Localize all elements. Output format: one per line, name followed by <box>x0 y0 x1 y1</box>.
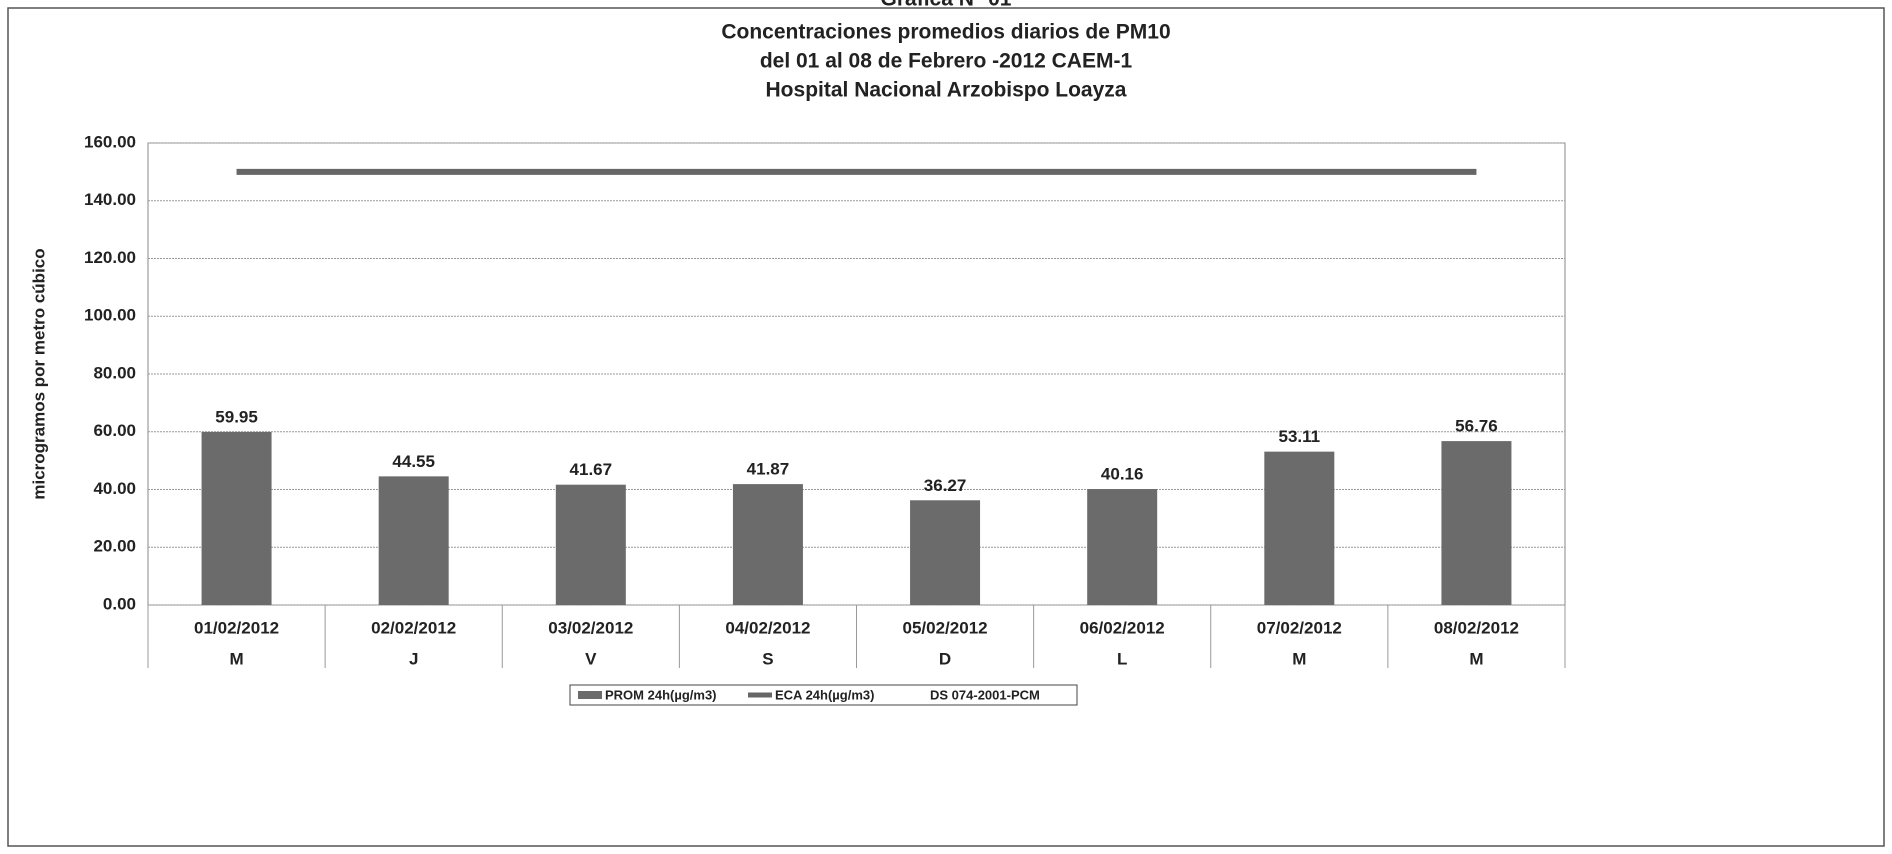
bar <box>1264 451 1335 605</box>
data-label: 36.27 <box>924 476 967 495</box>
y-tick-label: 40.00 <box>93 479 136 498</box>
legend-note: DS 074-2001-PCM <box>930 687 1040 702</box>
bar <box>378 476 449 605</box>
x-day-label: D <box>939 649 951 668</box>
data-label: 56.76 <box>1455 417 1498 436</box>
y-tick-label: 0.00 <box>103 594 136 613</box>
y-tick-label: 20.00 <box>93 537 136 556</box>
y-tick-label: 160.00 <box>84 132 136 151</box>
data-label: 44.55 <box>392 452 435 471</box>
chart-title: Hospital Nacional Arzobispo Loayza <box>766 79 1127 102</box>
y-tick-label: 140.00 <box>84 190 136 209</box>
x-tick-label: 05/02/2012 <box>903 618 988 637</box>
chart-title: Concentraciones promedios diarios de PM1… <box>721 21 1170 44</box>
data-label: 59.95 <box>215 407 258 426</box>
data-label: 40.16 <box>1101 465 1144 484</box>
legend-label: ECA 24h(µg/m3) <box>775 687 874 702</box>
legend-box <box>569 684 1078 706</box>
y-axis-label: microgramos por metro cúbico <box>29 248 48 499</box>
bar <box>732 484 803 605</box>
header: Gráfica N° 01 <box>881 0 1012 11</box>
bar <box>1087 489 1158 605</box>
y-tick-label: 120.00 <box>84 248 136 267</box>
x-tick-label: 01/02/2012 <box>194 618 279 637</box>
x-day-label: M <box>1292 649 1306 668</box>
chart-title: del 01 al 08 de Febrero -2012 CAEM-1 <box>760 50 1133 73</box>
y-tick-label: 80.00 <box>93 363 136 382</box>
data-label: 41.67 <box>570 460 613 479</box>
x-day-label: L <box>1117 649 1127 668</box>
bar <box>201 431 272 605</box>
x-day-label: J <box>409 649 418 668</box>
x-tick-label: 06/02/2012 <box>1080 618 1165 637</box>
bar <box>1441 441 1512 605</box>
y-tick-label: 100.00 <box>84 306 136 325</box>
bar <box>910 500 981 605</box>
x-tick-label: 04/02/2012 <box>725 618 810 637</box>
chart-frame <box>7 7 1885 847</box>
x-tick-label: 08/02/2012 <box>1434 618 1519 637</box>
x-day-label: M <box>229 649 243 668</box>
y-tick-label: 60.00 <box>93 421 136 440</box>
data-label: 41.87 <box>747 460 790 479</box>
x-day-label: S <box>762 649 773 668</box>
x-tick-label: 03/02/2012 <box>548 618 633 637</box>
data-label: 53.11 <box>1279 427 1321 446</box>
legend-swatch <box>578 691 602 699</box>
x-day-label: M <box>1469 649 1483 668</box>
legend-label: PROM 24h(µg/m3) <box>605 687 717 702</box>
bar <box>555 484 626 605</box>
x-day-label: V <box>585 649 597 668</box>
x-tick-label: 07/02/2012 <box>1257 618 1342 637</box>
x-tick-label: 02/02/2012 <box>371 618 456 637</box>
